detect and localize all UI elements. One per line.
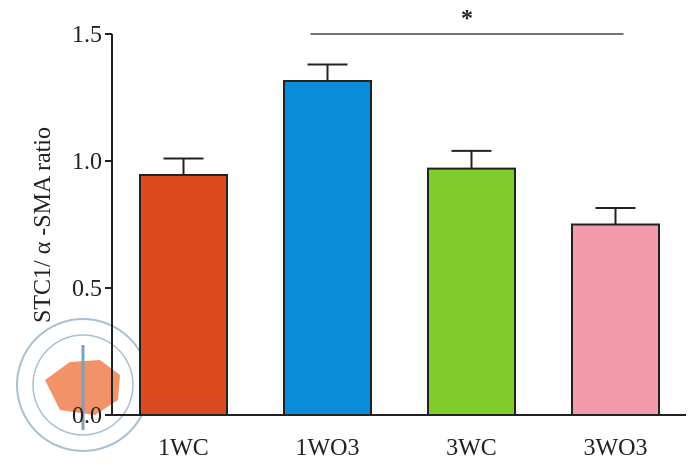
x-tick-label: 3WO3 xyxy=(584,435,648,461)
bar-3wo3 xyxy=(571,223,660,416)
x-tick-label: 3WC xyxy=(446,435,497,461)
y-axis-label: STC1/ α -SMA ratio xyxy=(30,127,56,323)
x-tick-label: 1WO3 xyxy=(296,435,360,461)
significance-marker: * xyxy=(461,6,473,32)
y-tick-label: 1.5 xyxy=(72,22,102,48)
bar-1wo3 xyxy=(283,79,372,417)
watermark-seal-icon xyxy=(16,318,150,452)
y-tick-label: 1.0 xyxy=(72,149,102,175)
bar-3wc xyxy=(427,167,516,416)
y-tick-label: 0.0 xyxy=(72,403,102,429)
y-tick-label: 0.5 xyxy=(72,276,102,302)
x-tick-label: 1WC xyxy=(158,435,209,461)
bar-1wc xyxy=(139,173,228,416)
